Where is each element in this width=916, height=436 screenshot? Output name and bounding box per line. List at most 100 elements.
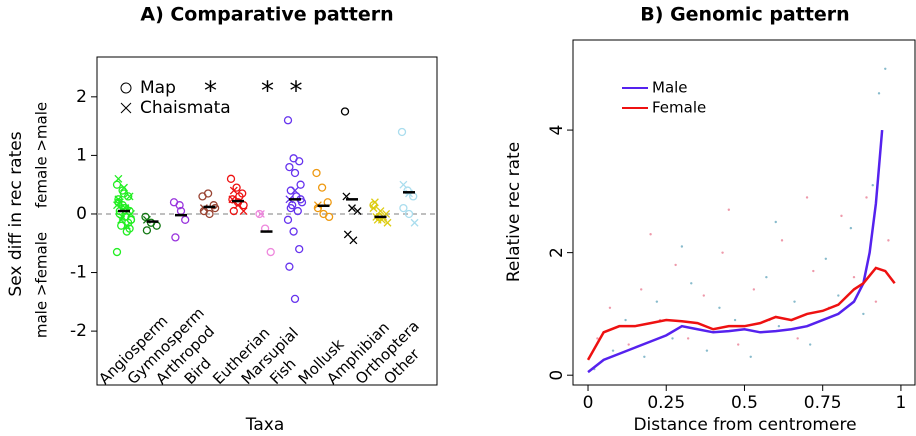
- background-point: [737, 343, 740, 346]
- y-axis-sublabel: female >male: [33, 102, 51, 208]
- chiasmata-point: [122, 221, 131, 230]
- significance-star: *: [261, 77, 274, 107]
- map-point: [293, 206, 302, 216]
- background-point: [702, 294, 705, 297]
- background-point: [812, 269, 815, 273]
- y-tick-label: 0: [76, 204, 87, 224]
- background-point: [627, 343, 630, 346]
- map-point: [181, 215, 190, 224]
- background-point: [680, 245, 684, 248]
- chiasmata-point: [125, 192, 134, 201]
- map-point: [283, 116, 293, 125]
- y-tick-label: 1: [76, 145, 87, 165]
- map-point: [317, 183, 327, 192]
- y-axis-label: Sex diff in rec rates: [6, 131, 26, 296]
- chiasmata-point: [370, 198, 379, 207]
- background-point: [862, 312, 865, 316]
- y-tick-label: 4: [547, 125, 567, 136]
- x-tick-label: 0.75: [804, 393, 842, 413]
- background-point: [705, 349, 709, 352]
- background-point: [808, 343, 812, 346]
- map-point: [290, 294, 300, 304]
- background-point: [733, 318, 737, 322]
- chiasmata-point: [291, 186, 299, 195]
- chiasmata-point: [256, 210, 265, 218]
- chiasmata-point: [383, 218, 392, 227]
- chiasmata-point: [349, 236, 358, 245]
- background-point: [877, 92, 881, 95]
- background-point: [721, 251, 724, 254]
- significance-star: *: [204, 77, 217, 107]
- background-point: [608, 306, 612, 309]
- map-point: [117, 221, 126, 230]
- map-point: [205, 209, 214, 219]
- chiasmata-point: [229, 186, 238, 195]
- series-line: [587, 129, 884, 374]
- y-axis-label: Relative rec rate: [504, 142, 524, 282]
- y-axis-sublabel: male >female: [33, 232, 51, 338]
- map-point: [175, 201, 184, 210]
- map-point: [112, 180, 122, 189]
- legend-label: Female: [652, 99, 706, 117]
- background-point: [777, 324, 781, 328]
- legend-label: Map: [140, 78, 176, 98]
- background-point: [852, 275, 856, 279]
- background-point: [805, 196, 809, 199]
- chiasmata-point: [399, 180, 408, 189]
- map-point: [142, 226, 152, 235]
- map-point: [285, 262, 294, 271]
- series-line: [586, 266, 896, 361]
- y-tick-label: -2: [70, 321, 87, 341]
- chiasmata-point: [353, 207, 362, 216]
- x-tick-label: 1: [896, 393, 907, 413]
- chiasmata-point: [114, 195, 123, 204]
- significance-star: *: [290, 77, 303, 107]
- background-point: [840, 214, 843, 218]
- background-point: [780, 239, 784, 242]
- y-tick-label: 2: [547, 247, 567, 258]
- map-point: [404, 209, 414, 219]
- map-point: [312, 168, 321, 178]
- map-point: [409, 192, 418, 201]
- background-point: [671, 337, 674, 340]
- legend-label: Male: [652, 79, 688, 97]
- background-point: [718, 306, 721, 309]
- background-point: [655, 300, 659, 303]
- y-tick-label: -1: [70, 263, 87, 283]
- x-tick-label: 0.25: [647, 393, 685, 413]
- map-point: [285, 162, 294, 172]
- chiasmata-point: [376, 207, 385, 216]
- background-point: [752, 288, 756, 291]
- background-point: [640, 288, 643, 291]
- background-point: [624, 318, 627, 322]
- background-point: [774, 220, 777, 224]
- background-point: [849, 226, 853, 230]
- map-point: [290, 168, 300, 178]
- legend-cross: [120, 102, 132, 114]
- map-point: [229, 206, 238, 216]
- map-point: [171, 233, 180, 242]
- map-point: [203, 189, 213, 198]
- map-point: [286, 203, 295, 213]
- chiasmata-point: [113, 201, 121, 210]
- x-tick-label: 0.5: [731, 393, 758, 413]
- panel-b-title: B) Genomic pattern: [640, 4, 849, 26]
- background-point: [874, 300, 878, 303]
- chiasmata-point: [120, 183, 128, 192]
- panel-a-frame: [96, 56, 438, 386]
- background-point: [596, 337, 599, 340]
- background-point: [649, 233, 652, 236]
- background-point: [865, 196, 868, 199]
- panel-a-title: A) Comparative pattern: [140, 4, 393, 26]
- map-point: [152, 221, 161, 230]
- background-point: [611, 349, 615, 352]
- background-point: [765, 275, 768, 279]
- panel-b-frame: [572, 39, 916, 386]
- y-tick-label: 2: [76, 87, 87, 107]
- chiasmata-point: [410, 218, 419, 227]
- background-point: [727, 208, 731, 211]
- background-point: [690, 282, 693, 285]
- chiasmata-point: [348, 204, 356, 213]
- x-axis-label: Distance from centromere: [633, 415, 856, 435]
